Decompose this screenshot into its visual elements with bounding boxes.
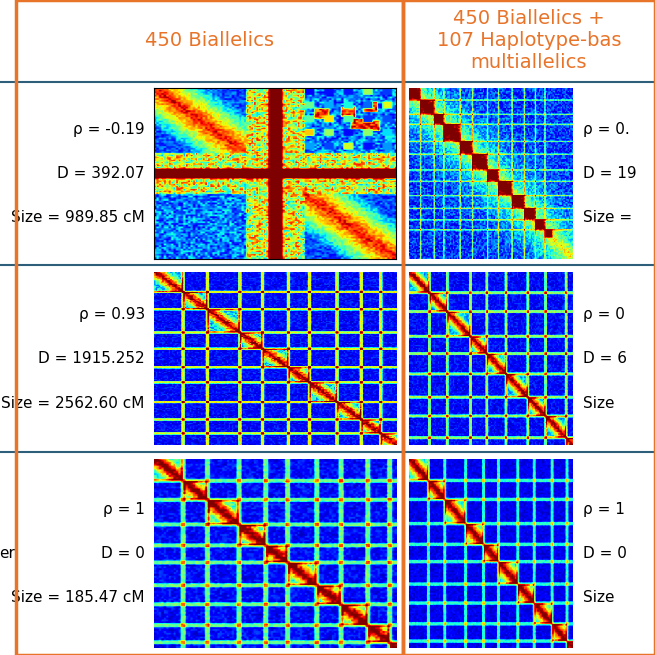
Text: 450 Biallelics +
107 Haplotype-bas
multiallelics: 450 Biallelics + 107 Haplotype-bas multi… xyxy=(437,9,621,73)
Text: ρ = 1

D = 0

Size = 185.47 cM: ρ = 1 D = 0 Size = 185.47 cM xyxy=(11,502,145,605)
Text: ρ = 0

D = 6

Size: ρ = 0 D = 6 Size xyxy=(584,307,627,411)
Text: ρ = 0.

D = 19

Size =: ρ = 0. D = 19 Size = xyxy=(584,122,637,225)
Text: ρ = 1

D = 0

Size: ρ = 1 D = 0 Size xyxy=(584,502,627,605)
Text: 450 Biallelics: 450 Biallelics xyxy=(145,31,274,50)
Text: ρ = 0.93

D = 1915.252

Size = 2562.60 cM: ρ = 0.93 D = 1915.252 Size = 2562.60 cM xyxy=(1,307,145,411)
Text: er: er xyxy=(0,546,14,561)
Text: ρ = -0.19

D = 392.07

Size = 989.85 cM: ρ = -0.19 D = 392.07 Size = 989.85 cM xyxy=(11,122,145,225)
